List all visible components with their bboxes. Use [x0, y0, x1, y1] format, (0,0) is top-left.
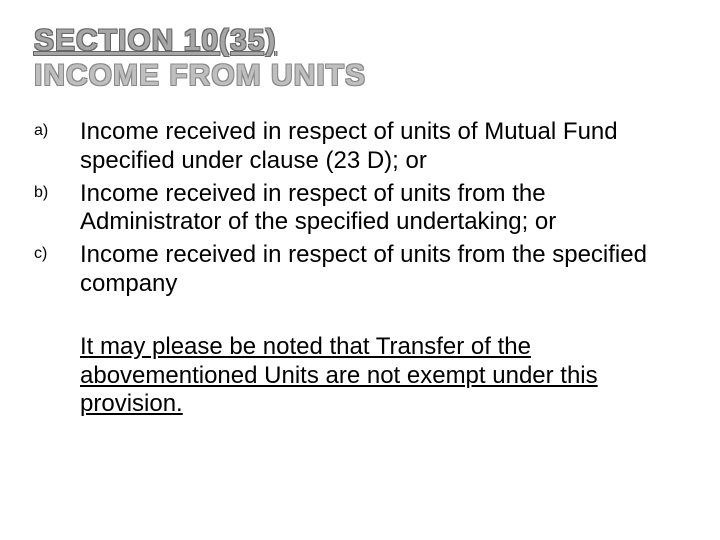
list-text: Income received in respect of units of M…: [80, 118, 686, 176]
note-paragraph: It may please be noted that Transfer of …: [80, 333, 686, 419]
list-item: a) Income received in respect of units o…: [34, 118, 686, 176]
list-marker: c): [34, 241, 80, 263]
list-text: Income received in respect of units from…: [80, 180, 686, 238]
list-marker: b): [34, 180, 80, 202]
title-line2: INCOME FROM UNITS: [34, 59, 686, 92]
title-line1: SECTION 10(35): [34, 24, 686, 57]
list-item: b) Income received in respect of units f…: [34, 180, 686, 238]
list-item: c) Income received in respect of units f…: [34, 241, 686, 299]
slide-title: SECTION 10(35) INCOME FROM UNITS: [34, 24, 686, 92]
ordered-list: a) Income received in respect of units o…: [34, 118, 686, 299]
list-text: Income received in respect of units from…: [80, 241, 686, 299]
list-marker: a): [34, 118, 80, 140]
